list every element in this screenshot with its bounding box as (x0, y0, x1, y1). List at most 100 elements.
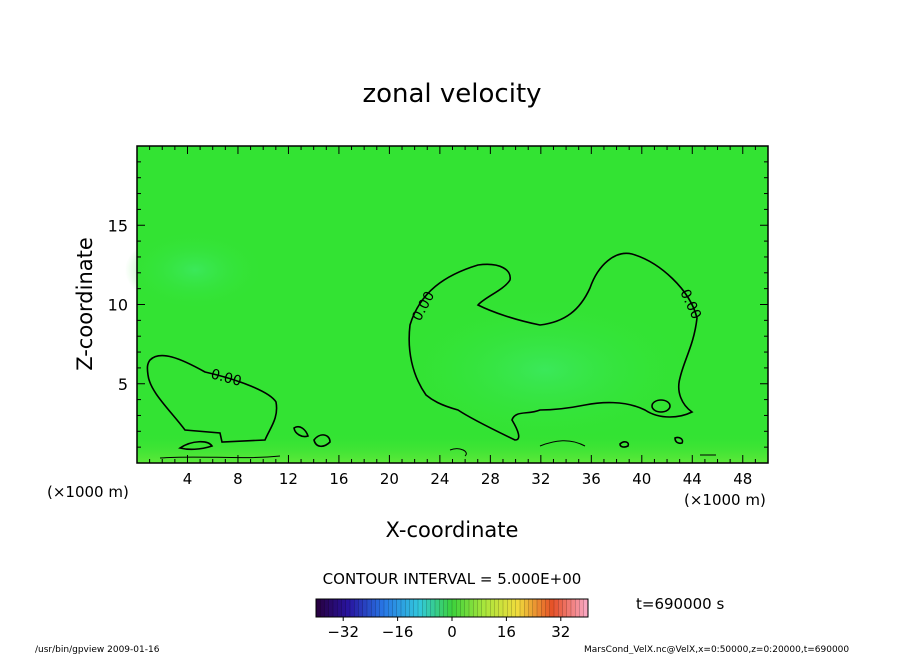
y-tick-label: 5 (118, 375, 128, 394)
contour-bottom-wiggle (159, 440, 716, 459)
colorbar-segment (375, 599, 381, 617)
colorbar-tick-label: 32 (551, 623, 570, 641)
contour-interval-label: CONTOUR INTERVAL = 5.000E+00 (323, 570, 582, 588)
colorbar (315, 599, 589, 617)
colorbar-segment (443, 599, 449, 617)
x-tick-label: 48 (733, 470, 752, 488)
x-tick-label: 32 (531, 470, 550, 488)
colorbar-segment (405, 599, 410, 617)
y-axis: 5 10 15 (108, 161, 768, 448)
x-tick-label: 8 (233, 470, 243, 488)
x-tick-label: 4 (183, 470, 193, 488)
colorbar-segment (354, 599, 359, 617)
y-tick-label: 10 (108, 296, 128, 315)
colorbar-segment (392, 599, 398, 617)
colorbar-segment (418, 599, 423, 617)
x-tick-label: 40 (632, 470, 651, 488)
colorbar-segment (545, 599, 551, 617)
x-unit-label-right: (×1000 m) (684, 491, 766, 509)
colorbar-segment (503, 599, 508, 617)
colorbar-segment (362, 599, 368, 617)
colorbar-segment (473, 599, 478, 617)
colorbar-segment (409, 599, 415, 617)
colorbar-segment (515, 599, 521, 617)
colorbar-segment (575, 599, 580, 617)
colorbar-segment (316, 599, 321, 617)
colorbar-segment (367, 599, 372, 617)
contour-left-blob (146, 354, 278, 443)
colorbar-segment (447, 599, 453, 617)
x-tick-label: 20 (380, 470, 399, 488)
colorbar-segment (460, 599, 466, 617)
colorbar-segment (384, 599, 389, 617)
contour-small-3 (178, 440, 214, 451)
footer-left: /usr/bin/gpview 2009-01-16 (35, 645, 160, 654)
colorbar-segment (562, 599, 568, 617)
colorbar-segment (426, 599, 432, 617)
contour-small-ring-1 (651, 399, 671, 413)
colorbar-segment (401, 599, 406, 617)
colorbar-segment (464, 599, 470, 617)
colorbar-segment (341, 599, 347, 617)
colorbar-tick-label: −32 (327, 623, 359, 641)
colorbar-segment (571, 599, 576, 617)
colorbar-segment (358, 599, 364, 617)
colorbar-segment (520, 599, 525, 617)
x-axis: 4 8 12 16 20 24 28 32 36 40 44 48 (149, 146, 756, 488)
x-axis-title: X-coordinate (386, 518, 519, 542)
colorbar-segment (320, 599, 325, 617)
colorbar-segment (583, 599, 589, 617)
x-tick-label: 12 (279, 470, 298, 488)
colorbar-segment (452, 599, 457, 617)
colorbar-segment (328, 599, 334, 617)
colorbar-segment (481, 599, 487, 617)
colorbar-segment (469, 599, 474, 617)
colorbar-segment (490, 599, 495, 617)
colorbar-segment (532, 599, 538, 617)
colorbar-segment (324, 599, 330, 617)
x-tick-label: 36 (582, 470, 601, 488)
x-unit-label-left: (×1000 m) (47, 483, 129, 501)
colorbar-segment (413, 599, 419, 617)
colorbar-segment (396, 599, 402, 617)
colorbar-segment (494, 599, 500, 617)
field-anomaly-center (395, 295, 695, 445)
colorbar-tick-label: −16 (382, 623, 414, 641)
colorbar-segment (579, 599, 585, 617)
colorbar-segment (439, 599, 444, 617)
colorbar-segment (337, 599, 342, 617)
colorbar-segment (507, 599, 512, 617)
colorbar-segment (541, 599, 546, 617)
chart-title: zonal velocity (362, 79, 541, 109)
contour-label: 0.00 (209, 366, 243, 390)
contour-small-1 (293, 425, 310, 438)
colorbar-segment (554, 599, 559, 617)
colorbar-segment (537, 599, 542, 617)
field-anomaly-left (125, 230, 265, 310)
colorbar-segment (388, 599, 393, 617)
colorbar-segment (371, 599, 376, 617)
y-axis-title: Z-coordinate (73, 237, 97, 371)
x-tick-label: 24 (430, 470, 449, 488)
colorbar-segment (528, 599, 534, 617)
colorbar-segment (558, 599, 563, 617)
x-tick-label: 16 (329, 470, 348, 488)
colorbar-segment (456, 599, 461, 617)
contour-small-4 (619, 441, 630, 448)
colorbar-segment (511, 599, 517, 617)
colorbar-segment (524, 599, 529, 617)
colorbar-segment (477, 599, 483, 617)
colorbar-tick-label: 0 (447, 623, 457, 641)
colorbar-segment (333, 599, 338, 617)
x-tick-label: 44 (683, 470, 702, 488)
field-bottom-band (137, 433, 768, 463)
time-label: t=690000 s (636, 595, 724, 613)
contour-small-5 (674, 436, 684, 445)
plot-area (125, 146, 768, 463)
contour-center-blob (408, 252, 698, 441)
colorbar-segment (379, 599, 385, 617)
colorbar-tick-label: 16 (497, 623, 516, 641)
contour-lines (146, 252, 716, 459)
contour-small-2 (313, 434, 331, 448)
